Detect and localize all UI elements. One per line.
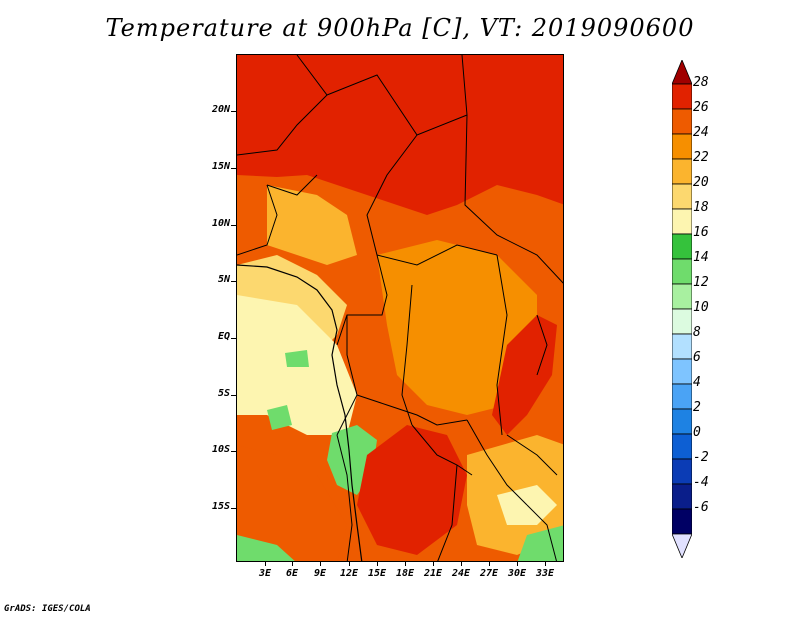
- lat-label-10n: 10N: [211, 218, 230, 229]
- country-borders: [237, 55, 563, 561]
- temperature-map: [236, 54, 564, 562]
- small-green-patch-2: [285, 350, 309, 367]
- colorbar-segment: [672, 433, 692, 460]
- lat-tick: [231, 111, 236, 112]
- colorbar-label: 18: [693, 200, 709, 215]
- colorbar-segment: [672, 108, 692, 135]
- lat-label-20n: 20N: [211, 104, 230, 115]
- map-title: Temperature at 900hPa [C], VT: 201909060…: [105, 14, 695, 42]
- colorbar-segment: [672, 158, 692, 185]
- coastline: [237, 264, 363, 561]
- colorbar-segment: [672, 183, 692, 210]
- small-green-patch: [267, 405, 292, 430]
- lon-label-18e: 18E: [395, 568, 415, 579]
- lon-label-12e: 12E: [339, 568, 359, 579]
- colorbar-label: -4: [693, 475, 709, 490]
- colorbar-segment: [672, 133, 692, 160]
- colorbar-segment: [672, 208, 692, 235]
- lon-tick: [545, 562, 546, 566]
- lon-tick: [405, 562, 406, 566]
- lat-label-10s: 10S: [211, 444, 230, 455]
- colorbar-label: 14: [693, 250, 709, 265]
- colorbar-label: 8: [693, 325, 701, 340]
- colorbar-label: 10: [693, 300, 709, 315]
- colorbar-segment: [672, 333, 692, 360]
- colorbar-label: 22: [693, 150, 709, 165]
- lon-label-24e: 24E: [451, 568, 471, 579]
- kalahari-region: [357, 425, 467, 555]
- colorbar-label: 26: [693, 100, 709, 115]
- lon-tick: [489, 562, 490, 566]
- lon-label-21e: 21E: [423, 568, 443, 579]
- lat-label-15s: 15S: [211, 501, 230, 512]
- colorbar-label: 24: [693, 125, 709, 140]
- lat-tick: [231, 281, 236, 282]
- lon-label-9e: 9E: [313, 568, 327, 579]
- lon-tick: [377, 562, 378, 566]
- lon-tick: [292, 562, 293, 566]
- colorbar-label: 4: [693, 375, 701, 390]
- lon-label-30e: 30E: [507, 568, 527, 579]
- colorbar-label: 28: [693, 75, 709, 90]
- lat-tick: [231, 451, 236, 452]
- southeast-green-region: [517, 525, 563, 561]
- colorbar-label: 6: [693, 350, 701, 365]
- lat-tick: [231, 225, 236, 226]
- colorbar-label: 2: [693, 400, 701, 415]
- lon-label-15e: 15E: [367, 568, 387, 579]
- colorbar-segment: [672, 283, 692, 310]
- lon-label-27e: 27E: [479, 568, 499, 579]
- sahara-region: [237, 55, 563, 215]
- lat-tick: [231, 395, 236, 396]
- lon-tick: [517, 562, 518, 566]
- colorbar-segment: [672, 408, 692, 435]
- congo-region: [377, 240, 537, 415]
- colorbar-segment: [672, 358, 692, 385]
- colorbar-segment: [672, 508, 692, 535]
- lon-tick: [433, 562, 434, 566]
- colorbar-label: 0: [693, 425, 701, 440]
- rift-region: [492, 315, 557, 435]
- colorbar-label: 16: [693, 225, 709, 240]
- lat-tick: [231, 338, 236, 339]
- lon-tick: [265, 562, 266, 566]
- colorbar-label: 12: [693, 275, 709, 290]
- lon-tick: [320, 562, 321, 566]
- lon-tick: [461, 562, 462, 566]
- colorbar-bottom-arrow: [672, 533, 692, 558]
- lon-tick: [349, 562, 350, 566]
- lon-label-3e: 3E: [258, 568, 272, 579]
- southwest-green-region: [237, 535, 295, 561]
- lon-label-6e: 6E: [285, 568, 299, 579]
- colorbar-segment: [672, 458, 692, 485]
- lat-tick: [231, 168, 236, 169]
- map-canvas: [237, 55, 563, 561]
- credit-text: GrADS: IGES/COLA: [4, 604, 91, 614]
- colorbar: [672, 60, 692, 558]
- colorbar-segment: [672, 483, 692, 510]
- colorbar-segment: [672, 233, 692, 260]
- lat-label-15n: 15N: [211, 161, 230, 172]
- colorbar-segment: [672, 308, 692, 335]
- west-highland-region: [267, 185, 357, 265]
- colorbar-segment: [672, 258, 692, 285]
- colorbar-label: 20: [693, 175, 709, 190]
- lon-label-33e: 33E: [535, 568, 555, 579]
- colorbar-segment: [672, 83, 692, 110]
- colorbar-segment: [672, 383, 692, 410]
- lat-tick: [231, 508, 236, 509]
- south-atlantic-region: [237, 445, 347, 561]
- lat-label-5n: 5N: [217, 274, 230, 285]
- colorbar-label: -6: [693, 500, 709, 515]
- colorbar-top-arrow: [672, 60, 692, 85]
- colorbar-label: -2: [693, 450, 709, 465]
- lat-label-5s: 5S: [217, 388, 230, 399]
- lat-label-eq: EQ: [217, 331, 230, 342]
